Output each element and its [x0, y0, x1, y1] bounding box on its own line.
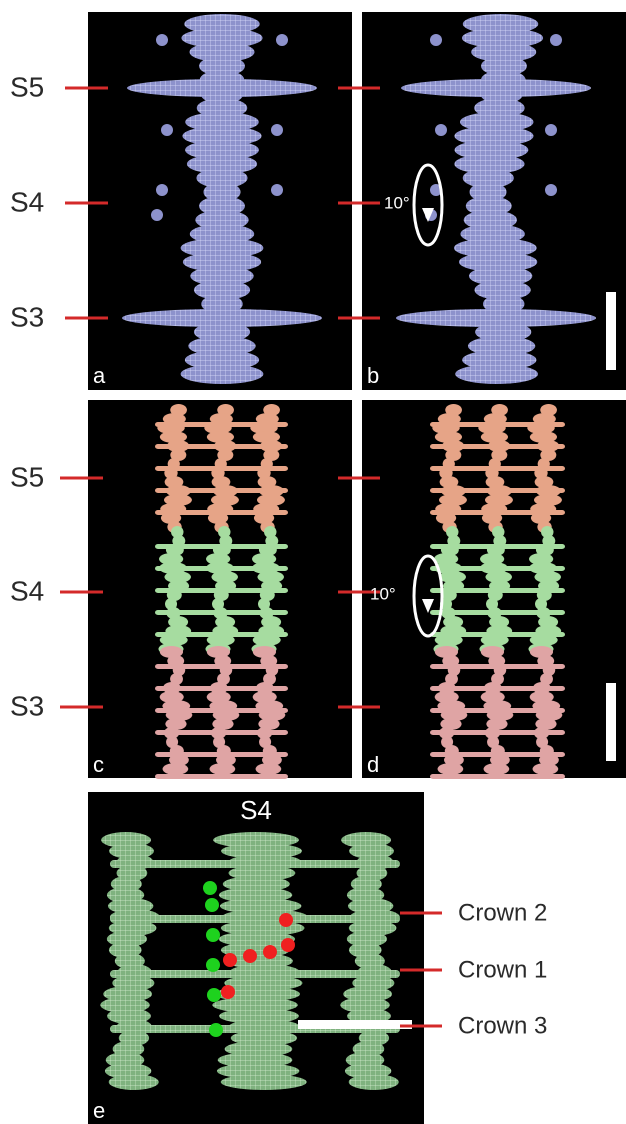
density-shape [155, 566, 288, 571]
density-shape [430, 632, 565, 637]
density-shape [430, 466, 565, 471]
density-shape [545, 124, 557, 136]
density-shape [155, 588, 288, 593]
figure: S5 S4 S3 S5 S4 S3 a b c d e 10° 10° S4 C… [0, 0, 626, 1124]
density-shape [155, 544, 288, 549]
density-shape [349, 1074, 399, 1090]
density-shape [110, 915, 400, 923]
density-shape [430, 752, 565, 757]
rotation-label: 10° [370, 584, 396, 603]
density-shape [430, 566, 565, 571]
crown-label: Crown 1 [458, 956, 547, 983]
density-shape [155, 664, 288, 669]
density-shape [163, 763, 189, 775]
density-shape [281, 938, 295, 952]
density-shape [206, 958, 220, 972]
scale-bar [606, 292, 616, 370]
density-shape [430, 488, 565, 493]
density-shape [122, 309, 322, 327]
density-shape [155, 610, 288, 615]
density-shape [207, 988, 221, 1002]
density-shape [430, 730, 565, 735]
density-shape [110, 970, 400, 978]
panel-letter: b [367, 363, 379, 388]
density-shape [533, 763, 559, 775]
level-label: S5 [10, 71, 44, 102]
density-shape [279, 913, 293, 927]
level-label: S4 [10, 186, 44, 217]
density-shape [206, 928, 220, 942]
density-shape [484, 763, 510, 775]
scale-bar [606, 683, 616, 761]
density-shape [430, 34, 442, 46]
density-shape [430, 544, 565, 549]
level-label: S4 [10, 575, 44, 606]
density-shape [276, 34, 288, 46]
density-shape [181, 364, 264, 384]
crown-label: Crown 3 [458, 1012, 547, 1039]
panel-letter: c [93, 752, 104, 777]
density-shape [127, 79, 317, 97]
density-shape [430, 588, 565, 593]
density-shape [155, 708, 288, 713]
scale-bar [298, 1020, 412, 1029]
density-shape [155, 686, 288, 691]
density-shape [550, 34, 562, 46]
density-shape [430, 708, 565, 713]
density-shape [438, 763, 464, 775]
density-shape [210, 763, 236, 775]
level-label: S3 [10, 690, 44, 721]
density-shape [203, 881, 217, 895]
density-shape [545, 184, 557, 196]
density-shape [223, 953, 237, 967]
panel-letter: a [93, 363, 106, 388]
density-shape [155, 752, 288, 757]
density-shape [155, 730, 288, 735]
density-shape [271, 124, 283, 136]
density-shape [155, 774, 288, 779]
panel-letter: e [93, 1098, 105, 1123]
density-shape [430, 510, 565, 515]
density-shape [151, 209, 163, 221]
rotation-label: 10° [384, 193, 410, 212]
density-shape [396, 309, 596, 327]
density-shape [455, 364, 538, 384]
density-shape [430, 664, 565, 669]
panel-title: S4 [240, 795, 272, 825]
density-shape [430, 686, 565, 691]
density-shape [156, 34, 168, 46]
density-shape [271, 184, 283, 196]
density-shape [155, 422, 288, 427]
density-shape [430, 774, 565, 779]
density-shape [430, 444, 565, 449]
density-shape [430, 610, 565, 615]
density-shape [401, 79, 591, 97]
density-shape [221, 1074, 307, 1090]
density-shape [243, 949, 257, 963]
level-label: S3 [10, 301, 44, 332]
density-shape [263, 945, 277, 959]
density-shape [155, 632, 288, 637]
density-shape [256, 763, 282, 775]
density-shape [156, 184, 168, 196]
density-shape [221, 985, 235, 999]
density-shape [155, 466, 288, 471]
density-shape [155, 510, 288, 515]
density-shape [209, 1023, 223, 1037]
density-shape [161, 124, 173, 136]
density-shape [205, 898, 219, 912]
density-shape [430, 422, 565, 427]
density-shape [110, 860, 400, 868]
density-shape [435, 124, 447, 136]
panel-letter: d [367, 752, 379, 777]
crown-label: Crown 2 [458, 899, 547, 926]
density-shape [155, 444, 288, 449]
level-label: S5 [10, 461, 44, 492]
density-shape [109, 1074, 159, 1090]
density-shape [155, 488, 288, 493]
